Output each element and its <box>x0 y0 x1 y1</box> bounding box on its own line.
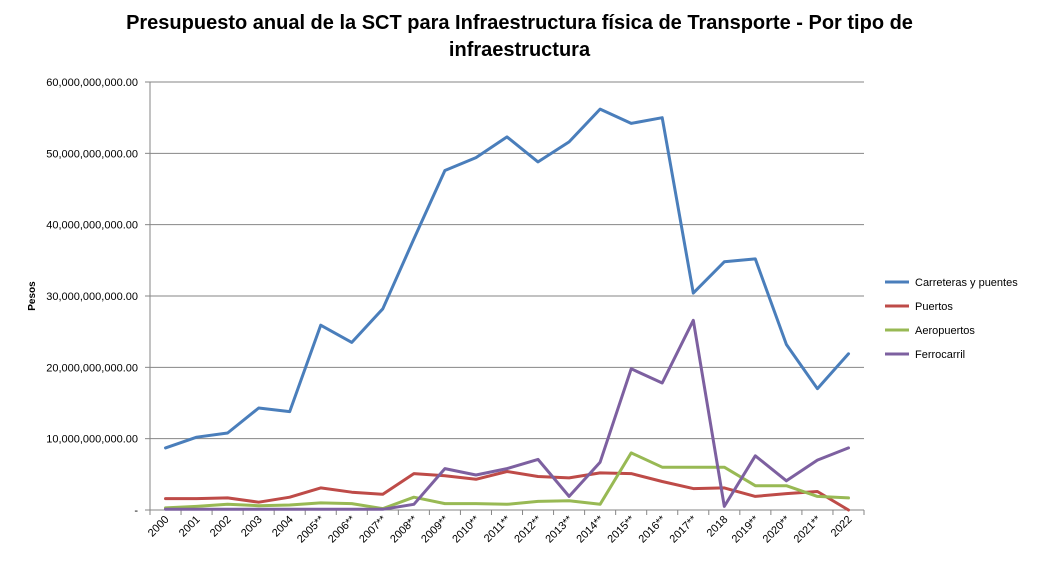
chart-title: Presupuesto anual de la SCT para Infraes… <box>0 10 1039 64</box>
y-tick-label: 10,000,000,000.00 <box>46 434 138 446</box>
x-tick-label: 2014** <box>574 513 606 545</box>
axes <box>145 81 865 515</box>
x-tick-label: 2008** <box>388 513 420 545</box>
x-tick-label: 2001 <box>177 514 203 540</box>
x-tick-label: 2006** <box>326 513 358 545</box>
y-tick-label: 50,000,000,000.00 <box>46 148 138 160</box>
y-tick-label: 60,000,000,000.00 <box>46 77 138 89</box>
y-tick-label: 40,000,000,000.00 <box>46 220 138 232</box>
y-tick-label: 30,000,000,000.00 <box>46 291 138 303</box>
x-tick-label: 2016** <box>636 513 668 545</box>
series-line-carreteras-y-puentes <box>164 107 850 450</box>
y-tick-label: - <box>134 505 138 517</box>
series-lines <box>164 107 850 512</box>
x-tick-label: 2002 <box>208 514 234 540</box>
x-tick-label: 2011** <box>482 513 514 545</box>
series-line-ferrocarril <box>164 318 850 511</box>
x-tick-label: 2017** <box>668 513 700 545</box>
x-tick-label: 2013** <box>543 513 575 545</box>
legend-label: Carreteras y puentes <box>915 277 1018 289</box>
x-tick-label: 2003 <box>239 514 265 540</box>
legend-label: Ferrocarril <box>915 349 965 361</box>
x-tick-label: 2005** <box>295 513 327 545</box>
x-axis-tick-labels: 2000 2001 2002 2003 2004 2005** 2006** 2007** 20… <box>146 513 855 545</box>
x-tick-label: 2007** <box>357 513 389 545</box>
y-axis-tick-labels: - 10,000,000,000.00 20,000,000,000.00 30,00… <box>46 77 138 517</box>
legend-label: Aeropuertos <box>915 325 975 337</box>
x-tick-label: 2000 <box>146 514 172 540</box>
x-tick-label: 2019** <box>730 513 762 545</box>
x-tick-label: 2015** <box>605 513 637 545</box>
x-tick-label: 2012** <box>512 513 544 545</box>
gridlines <box>150 81 864 440</box>
x-tick-label: 2021** <box>792 513 824 545</box>
x-tick-label: 2020** <box>761 513 793 545</box>
legend: Carreteras y puentes Puertos Aeropuertos Fe… <box>885 277 1018 361</box>
x-tick-label: 2010** <box>450 513 482 545</box>
y-tick-label: 20,000,000,000.00 <box>46 362 138 374</box>
y-axis-label: Pesos <box>27 281 38 311</box>
series-line-aeropuertos <box>164 451 850 511</box>
x-tick-label: 2004 <box>270 514 296 540</box>
legend-label: Puertos <box>915 301 953 313</box>
chart-title-line-1: Presupuesto anual de la SCT para Infraes… <box>126 12 913 34</box>
x-tick-label: 2018 <box>705 514 731 540</box>
chart-title-line-2: infraestructura <box>448 39 591 61</box>
x-tick-label: 2009** <box>419 513 451 545</box>
x-tick-label: 2022 <box>829 514 855 540</box>
